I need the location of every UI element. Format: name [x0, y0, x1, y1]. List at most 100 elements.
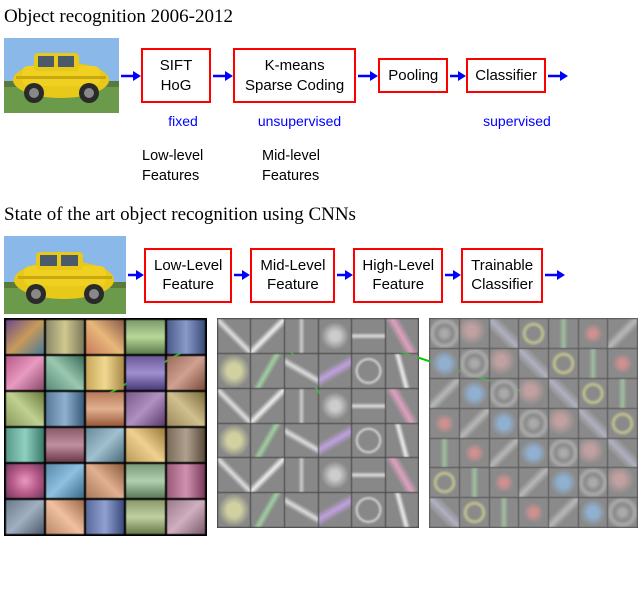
- viz-cell: [46, 356, 84, 390]
- viz-cell: [549, 409, 578, 438]
- box-line: K-means: [245, 56, 344, 76]
- viz-cell: [386, 424, 419, 458]
- arrow-2-2: [335, 265, 353, 285]
- viz-grid-high: [429, 318, 638, 528]
- viz-cell: [285, 319, 318, 353]
- pipeline-2: Low-Level Feature Mid-Level Feature High…: [0, 232, 642, 314]
- viz-cell: [490, 409, 519, 438]
- viz-cell: [460, 409, 489, 438]
- viz-cell: [218, 493, 251, 527]
- viz-cell: [460, 498, 489, 527]
- viz-cell: [126, 392, 164, 426]
- viz-cell: [6, 500, 44, 534]
- viz-cell: [352, 493, 385, 527]
- viz-cell: [352, 458, 385, 492]
- viz-cell: [126, 356, 164, 390]
- arrow-1-3: [448, 66, 466, 86]
- viz-cell: [460, 379, 489, 408]
- viz-cell: [285, 458, 318, 492]
- viz-grid-low: [4, 318, 207, 536]
- viz-cell: [430, 349, 459, 378]
- viz-cell: [430, 319, 459, 348]
- arrow-2-1: [232, 265, 250, 285]
- viz-cell: [549, 498, 578, 527]
- arrow-1-0: [119, 66, 141, 86]
- arrow-2-3: [443, 265, 461, 285]
- viz-cell: [285, 493, 318, 527]
- viz-cell: [549, 468, 578, 497]
- viz-cell: [352, 354, 385, 388]
- box-kmeans: K-means Sparse Coding: [233, 48, 356, 103]
- viz-cell: [352, 389, 385, 423]
- viz-cell: [490, 319, 519, 348]
- box-line: High-Level: [362, 256, 434, 276]
- viz-cell: [386, 493, 419, 527]
- viz-cell: [46, 500, 84, 534]
- viz-cell: [167, 464, 205, 498]
- viz-cell: [86, 320, 124, 354]
- viz-cell: [460, 349, 489, 378]
- viz-cell: [490, 468, 519, 497]
- viz-cell: [251, 493, 284, 527]
- box-trainable-classifier: Trainable Classifier: [461, 248, 543, 303]
- viz-cell: [46, 428, 84, 462]
- viz-cell: [319, 354, 352, 388]
- box-line: Feature: [260, 275, 325, 295]
- viz-cell: [608, 349, 637, 378]
- viz-cell: [430, 379, 459, 408]
- viz-cell: [126, 500, 164, 534]
- viz-cell: [579, 468, 608, 497]
- viz-cell: [386, 319, 419, 353]
- viz-cell: [430, 409, 459, 438]
- viz-cell: [6, 428, 44, 462]
- viz-cell: [579, 498, 608, 527]
- viz-cell: [167, 428, 205, 462]
- viz-cell: [352, 319, 385, 353]
- box-line: Feature: [362, 275, 434, 295]
- viz-cell: [86, 464, 124, 498]
- viz-cell: [218, 389, 251, 423]
- box-mid-feature: Mid-Level Feature: [250, 248, 335, 303]
- viz-cell: [490, 498, 519, 527]
- viz-cell: [608, 439, 637, 468]
- viz-cell: [167, 392, 205, 426]
- viz-cell: [319, 389, 352, 423]
- viz-cell: [251, 389, 284, 423]
- arrow-1-2: [356, 66, 378, 86]
- feat-mid: Mid-level Features: [262, 147, 382, 186]
- box-line: Trainable: [471, 256, 533, 276]
- feat-low: Low-level Features: [142, 147, 262, 186]
- viz-cell: [490, 379, 519, 408]
- viz-cell: [251, 354, 284, 388]
- viz-cell: [86, 500, 124, 534]
- viz-cell: [386, 354, 419, 388]
- viz-cell: [6, 464, 44, 498]
- box-sift-hog: SIFT HoG: [141, 48, 211, 103]
- viz-cell: [319, 319, 352, 353]
- viz-cell: [549, 439, 578, 468]
- viz-cell: [430, 498, 459, 527]
- viz-cell: [319, 493, 352, 527]
- viz-cell: [218, 458, 251, 492]
- viz-cell: [126, 428, 164, 462]
- viz-cell: [6, 356, 44, 390]
- viz-cell: [579, 319, 608, 348]
- pipeline-1: SIFT HoG K-means Sparse Coding Pooling C…: [0, 34, 642, 113]
- box-line: Sparse Coding: [245, 76, 344, 96]
- viz-cell: [579, 349, 608, 378]
- viz-cell: [218, 424, 251, 458]
- viz-cell: [519, 468, 548, 497]
- viz-cell: [519, 379, 548, 408]
- viz-cell: [319, 424, 352, 458]
- viz-cell: [46, 320, 84, 354]
- viz-cell: [608, 498, 637, 527]
- box-line: Pooling: [388, 66, 438, 86]
- viz-cell: [251, 424, 284, 458]
- viz-cell: [251, 458, 284, 492]
- viz-cell: [608, 319, 637, 348]
- arrow-2-0: [126, 265, 144, 285]
- viz-cell: [549, 319, 578, 348]
- sub-unsupervised: unsupervised: [222, 113, 377, 129]
- arrow-1-1: [211, 66, 233, 86]
- box-line: Classifier: [471, 275, 533, 295]
